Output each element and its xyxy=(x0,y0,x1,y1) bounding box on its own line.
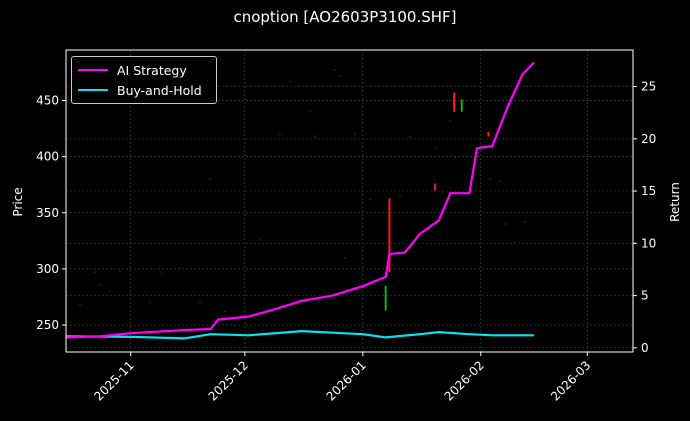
plot-frame xyxy=(65,49,634,353)
legend-swatch-ai xyxy=(78,68,108,72)
legend-label-ai: AI Strategy xyxy=(117,62,187,78)
x-axis-ticks: 2025-11 2025-12 2026-01 2026-02 2026-03 xyxy=(91,352,593,404)
grid-lines xyxy=(66,50,633,352)
left-y-tick-label: 350 xyxy=(36,206,59,220)
left-y-tick-label: 450 xyxy=(36,94,59,108)
right-y-axis-ticks: 0 5 10 15 20 25 xyxy=(633,80,656,355)
left-y-tick-label: 400 xyxy=(36,150,59,164)
left-axis-label: Price xyxy=(11,187,25,217)
x-tick-label: 2026-01 xyxy=(324,358,369,403)
legend: AI Strategy Buy-and-Hold xyxy=(71,56,217,104)
chart-title: cnoption [AO2603P3100.SHF] xyxy=(233,8,457,26)
right-y-tick-label: 0 xyxy=(641,341,649,355)
x-tick-label: 2026-02 xyxy=(442,358,487,403)
right-y-tick-label: 5 xyxy=(641,289,649,303)
legend-label-bh: Buy-and-Hold xyxy=(117,82,202,98)
legend-item-buy-and-hold: Buy-and-Hold xyxy=(78,81,202,99)
x-tick-label: 2025-12 xyxy=(206,358,251,403)
x-tick-label: 2025-11 xyxy=(91,358,136,403)
left-y-axis-ticks: 250 300 350 400 450 xyxy=(36,94,66,332)
buy-and-hold-line xyxy=(65,330,535,340)
x-tick-label: 2026-03 xyxy=(548,358,593,403)
right-y-tick-label: 15 xyxy=(641,184,656,198)
right-y-tick-label: 10 xyxy=(641,236,656,250)
left-y-tick-label: 250 xyxy=(36,318,59,332)
right-y-tick-label: 20 xyxy=(641,132,656,146)
right-axis-label: Return xyxy=(668,182,682,222)
legend-item-ai-strategy: AI Strategy xyxy=(78,61,187,79)
legend-swatch-bh xyxy=(78,88,108,92)
candlesticks xyxy=(79,69,526,313)
right-y-tick-label: 25 xyxy=(641,80,656,94)
ai-strategy-line xyxy=(65,61,535,339)
left-y-tick-label: 300 xyxy=(36,262,59,276)
